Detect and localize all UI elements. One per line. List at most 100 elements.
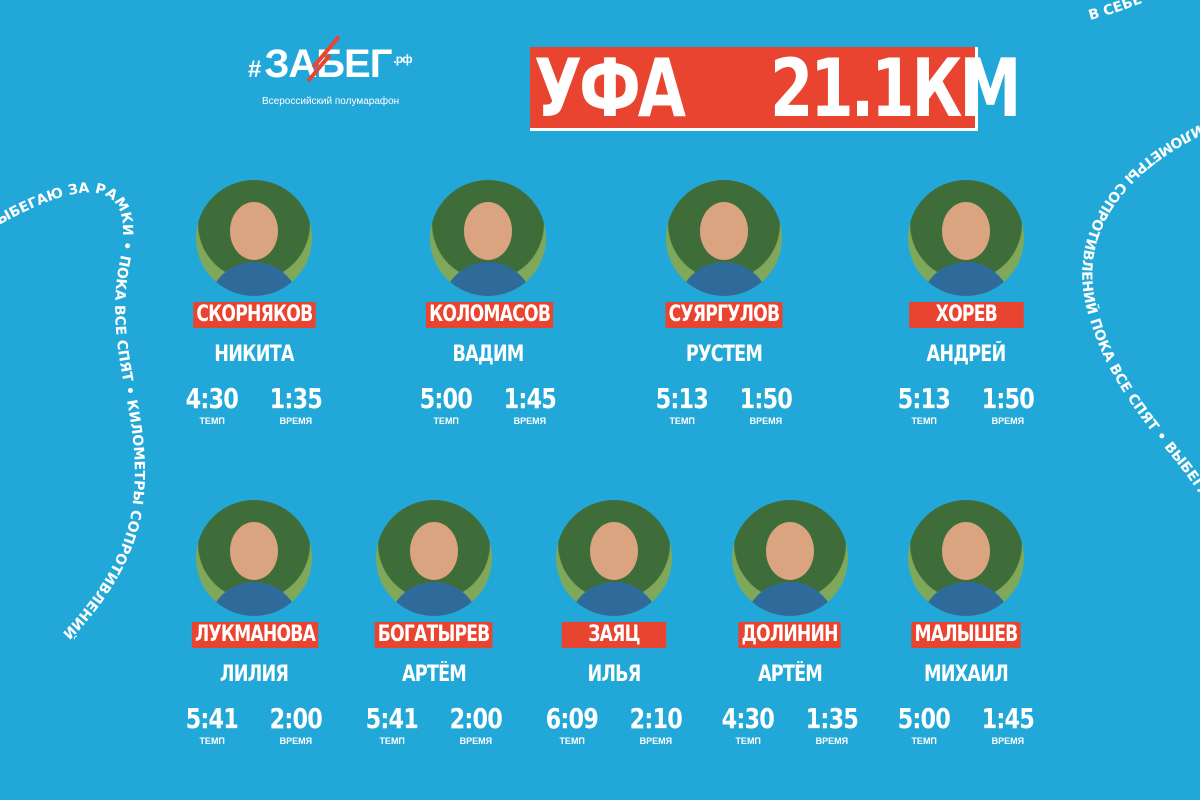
time-stat: 1:45 ВРЕМЯ [975, 702, 1041, 747]
runner-photo-body [678, 262, 770, 296]
pace-stat: 5:13 ТЕМП [649, 382, 715, 427]
pace-value: 6:09 [545, 702, 599, 735]
pace-label: ТЕМП [669, 416, 695, 426]
runner-photo-face [464, 202, 512, 260]
runner-photo-body [568, 582, 660, 616]
runner-photo [430, 180, 546, 296]
runner-photo-body [744, 582, 836, 616]
time-value: 1:50 [981, 382, 1035, 415]
pace-value: 5:13 [655, 382, 709, 415]
time-value: 1:35 [805, 702, 859, 735]
runner-photo [376, 500, 492, 616]
runner-photo-face [942, 202, 990, 260]
runner-firstname: НИКИТА [214, 342, 294, 367]
runner-firstname: МИХАИЛ [924, 662, 1009, 687]
runner-surname: КОЛОМАСОВ [425, 302, 554, 328]
runner-firstname: РУСТЕМ [685, 342, 763, 367]
time-label: ВРЕМЯ [991, 416, 1025, 426]
zabeg-logo: # ЗАБЕГ .рф Всероссийский полумарафон [248, 35, 428, 107]
time-stat: 1:35 ВРЕМЯ [799, 702, 865, 747]
runner-photo [196, 180, 312, 296]
runner-stats: 6:09 ТЕМП 2:10 ВРЕМЯ [534, 702, 694, 747]
time-label: ВРЕМЯ [749, 416, 783, 426]
pace-label: ТЕМП [559, 736, 585, 746]
time-value: 2:00 [269, 702, 323, 735]
runner-card: СУЯРГУЛОВ РУСТЕМ 5:13 ТЕМП 1:50 ВРЕМЯ [644, 180, 804, 426]
pace-stat: 5:13 ТЕМП [891, 384, 957, 427]
runner-stats: 5:13 ТЕМП 1:50 ВРЕМЯ [886, 382, 1046, 427]
runner-photo-face [230, 202, 278, 260]
runner-photo [196, 500, 312, 616]
time-stat: 2:00 ВРЕМЯ [443, 702, 509, 747]
race-distance: 21.1КМ [770, 42, 1021, 135]
pace-label: ТЕМП [199, 416, 225, 426]
runner-photo [732, 500, 848, 616]
runner-card: ХОРЕВ АНДРЕЙ 5:13 ТЕМП 1:50 ВРЕМЯ [886, 180, 1046, 426]
pace-stat: 6:09 ТЕМП [539, 702, 605, 747]
pace-stat: 4:30 ТЕМП [715, 702, 781, 747]
runner-firstname: ВАДИМ [452, 342, 525, 367]
pace-value: 4:30 [185, 382, 239, 415]
runner-stats: 5:41 ТЕМП 2:00 ВРЕМЯ [174, 702, 334, 747]
time-label: ВРЕМЯ [459, 736, 493, 746]
runner-photo-body [920, 262, 1012, 296]
runner-surname: ДОЛИНИН [738, 622, 842, 648]
runner-photo-face [590, 522, 638, 580]
runner-stats: 5:00 ТЕМП 1:45 ВРЕМЯ [886, 702, 1046, 747]
race-city: УФА [534, 42, 686, 135]
time-value: 2:00 [449, 702, 503, 735]
slogan-top-right: В СЕБЕ • [1087, 0, 1157, 24]
runner-card: ДОЛИНИН АРТЁМ 4:30 ТЕМП 1:35 ВРЕМЯ [710, 500, 870, 746]
time-stat: 1:50 ВРЕМЯ [733, 382, 799, 427]
pace-stat: 4:30 ТЕМП [179, 382, 245, 427]
runner-surname: МАЛЫШЕВ [911, 622, 1021, 648]
runner-firstname: АРТЁМ [757, 662, 823, 687]
logo-subtitle: Всероссийский полумарафон [262, 96, 400, 107]
runner-photo-face [410, 522, 458, 580]
runner-card: ЛУКМАНОВА ЛИЛИЯ 5:41 ТЕМП 2:00 ВРЕМЯ [174, 500, 334, 746]
runner-photo-body [208, 262, 300, 296]
runner-photo-body [388, 582, 480, 616]
runner-firstname: ЛИЛИЯ [219, 662, 289, 687]
runner-photo-body [442, 262, 534, 296]
runner-photo-body [920, 582, 1012, 616]
runner-card: ЗАЯЦ ИЛЬЯ 6:09 ТЕМП 2:10 ВРЕМЯ [534, 500, 694, 746]
time-label: ВРЕМЯ [279, 736, 313, 746]
pace-label: ТЕМП [379, 736, 405, 746]
race-banner: УФА 21.1КМ [530, 43, 1021, 135]
runner-photo-body [208, 582, 300, 616]
runner-stats: 4:30 ТЕМП 1:35 ВРЕМЯ [710, 702, 870, 747]
runner-photo-face [230, 522, 278, 580]
runner-surname: БОГАТЫРЕВ [375, 622, 493, 648]
runner-surname: ЛУКМАНОВА [191, 622, 319, 648]
time-value: 1:45 [981, 702, 1035, 735]
pace-value: 4:30 [721, 702, 775, 735]
runner-firstname: АНДРЕЙ [926, 342, 1007, 367]
runner-stats: 5:13 ТЕМП 1:50 ВРЕМЯ [644, 382, 804, 427]
runner-photo [908, 500, 1024, 616]
runner-photo [666, 180, 782, 296]
time-stat: 1:50 ВРЕМЯ [975, 382, 1041, 427]
pace-stat: 5:41 ТЕМП [179, 702, 245, 747]
runner-surname: СКОРНЯКОВ [192, 302, 316, 328]
time-stat: 2:00 ВРЕМЯ [263, 702, 329, 747]
pace-label: ТЕМП [911, 736, 937, 746]
pace-stat: 5:00 ТЕМП [891, 704, 957, 747]
time-value: 1:35 [269, 382, 323, 415]
time-label: ВРЕМЯ [639, 736, 673, 746]
pace-value: 5:41 [185, 702, 239, 735]
runner-stats: 4:30 ТЕМП 1:35 ВРЕМЯ [174, 382, 334, 427]
runner-card: СКОРНЯКОВ НИКИТА 4:30 ТЕМП 1:35 ВРЕМЯ [174, 180, 334, 426]
time-stat: 2:10 ВРЕМЯ [623, 702, 689, 747]
pace-stat: 5:41 ТЕМП [359, 704, 425, 747]
logo-hash: # [248, 56, 261, 83]
time-label: ВРЕМЯ [279, 416, 313, 426]
runner-firstname: ИЛЬЯ [587, 662, 641, 687]
runner-surname: ХОРЕВ [908, 302, 1024, 328]
runner-stats: 5:41 ТЕМП 2:00 ВРЕМЯ [354, 702, 514, 747]
time-value: 2:10 [629, 702, 683, 735]
runner-card: МАЛЫШЕВ МИХАИЛ 5:00 ТЕМП 1:45 ВРЕМЯ [886, 500, 1046, 746]
time-value: 1:50 [739, 382, 793, 415]
runner-photo [908, 180, 1024, 296]
pace-stat: 5:00 ТЕМП [413, 384, 479, 427]
